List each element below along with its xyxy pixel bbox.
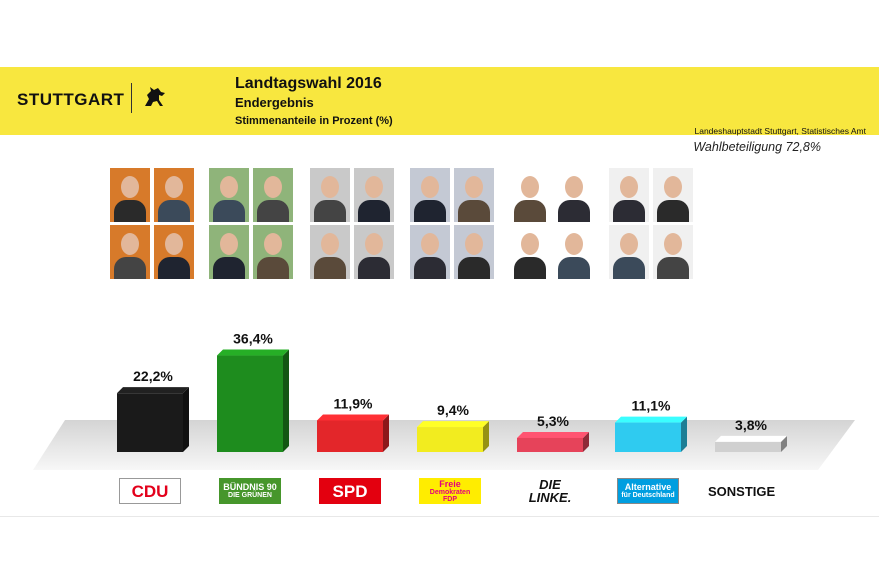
candidate-photo [253, 168, 293, 222]
candidate-photo [510, 168, 550, 222]
candidate-photo-group-6 [609, 168, 693, 279]
bar-7 [715, 435, 787, 452]
bar-4 [417, 421, 489, 452]
candidate-photo [410, 168, 450, 222]
candidate-photo [410, 225, 450, 279]
candidate-photo [454, 168, 494, 222]
candidate-photo-group-2 [209, 168, 293, 279]
candidate-photo [354, 225, 394, 279]
candidate-photo [310, 168, 350, 222]
candidate-photo [253, 225, 293, 279]
party-logo-5: DIE LINKE. [519, 478, 581, 504]
candidate-photo [310, 225, 350, 279]
page-subtitle-unit: Stimmenanteile in Prozent (%) [235, 115, 393, 127]
candidate-photo [609, 168, 649, 222]
bar-1 [117, 387, 189, 452]
bar-chart: 22,2% 36,4% 11,9% 9,4% 5,3% 11,1% 3,8% [33, 331, 855, 470]
candidate-photo [110, 225, 150, 279]
candidate-photo [653, 225, 693, 279]
value-label-6: 11,1% [632, 398, 671, 414]
footer-divider [0, 516, 879, 517]
party-logo-sonstige: SONSTIGE [708, 484, 776, 499]
horse-icon [145, 87, 165, 106]
candidate-photo [454, 225, 494, 279]
candidate-photo [154, 168, 194, 222]
candidate-photo [209, 168, 249, 222]
party-logo-1: CDU [119, 478, 181, 504]
source-credit: Landeshauptstadt Stuttgart, Statistische… [694, 126, 866, 136]
value-label-3: 11,9% [334, 395, 373, 411]
candidate-photo [609, 225, 649, 279]
candidate-photo [554, 225, 594, 279]
candidate-photo [554, 168, 594, 222]
party-logo-3: SPD [319, 478, 381, 504]
candidate-photo [154, 225, 194, 279]
candidate-photo [209, 225, 249, 279]
page-subtitle: Endergebnis [235, 95, 314, 110]
party-logo-4: Freie Demokraten FDP [419, 478, 481, 504]
candidate-photo-group-1 [110, 168, 194, 279]
candidate-photo [510, 225, 550, 279]
header-banner [0, 67, 879, 135]
stuttgart-logo: STUTTGART [17, 90, 125, 109]
bar-5 [517, 431, 589, 452]
bar-2 [217, 349, 289, 452]
candidate-photo [110, 168, 150, 222]
value-label-2: 36,4% [233, 331, 273, 347]
candidate-photo-group-3 [310, 168, 394, 279]
candidate-photo-group-4 [410, 168, 494, 279]
logo-divider [131, 83, 132, 113]
candidate-photo [653, 168, 693, 222]
candidate-photo [354, 168, 394, 222]
bar-3 [317, 414, 389, 452]
party-logo-6: Alternative für Deutschland [617, 478, 679, 504]
candidate-photo-group-5 [510, 168, 594, 279]
value-label-4: 9,4% [437, 402, 469, 418]
page-title: Landtagswahl 2016 [235, 75, 382, 92]
value-label-1: 22,2% [133, 368, 173, 384]
value-label-5: 5,3% [537, 413, 569, 429]
party-logo-2: BÜNDNIS 90 DIE GRÜNEN [219, 478, 281, 504]
value-label-7: 3,8% [735, 417, 767, 433]
bar-6 [615, 416, 687, 452]
turnout-label: Wahlbeteiligung 72,8% [693, 140, 821, 154]
